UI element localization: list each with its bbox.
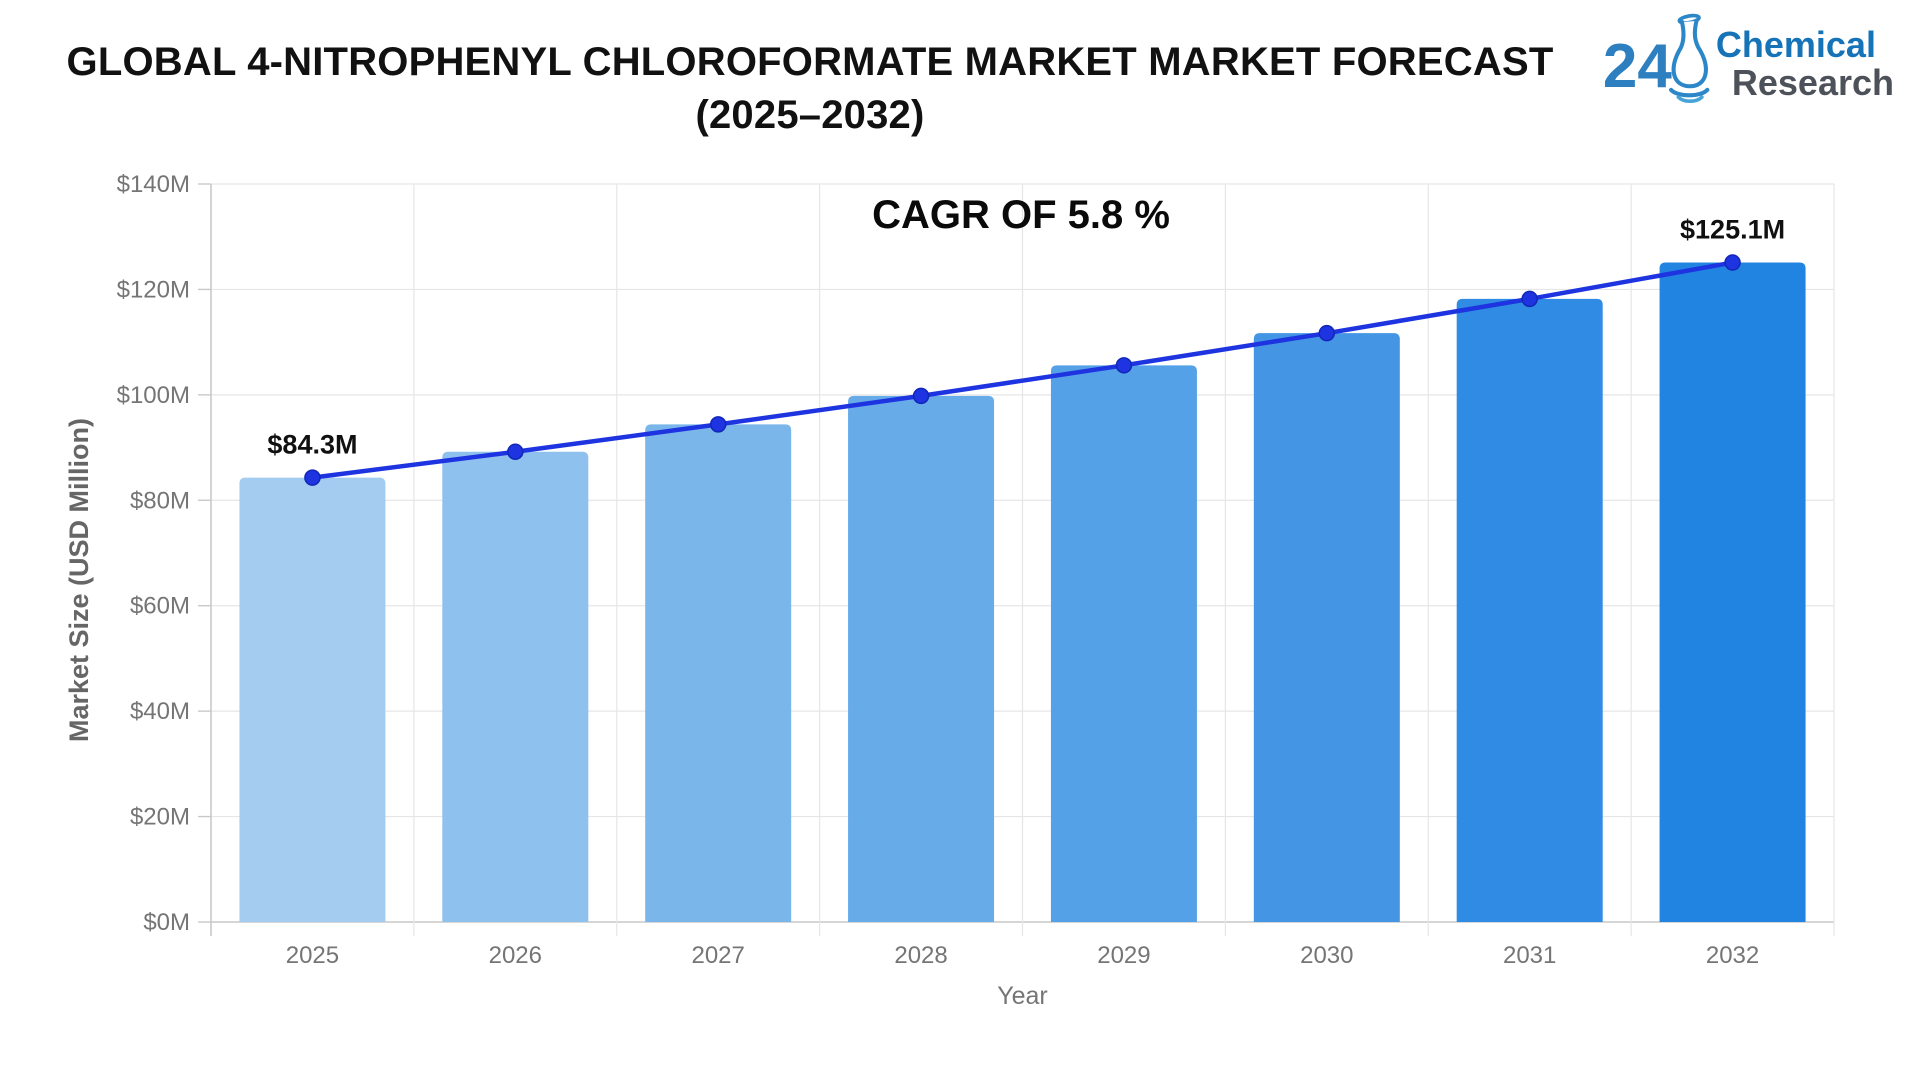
trend-point-2032 [1724,254,1741,271]
xtick-label: 2025 [286,942,339,969]
ytick-label: $100M [117,382,190,409]
trend-point-2026 [507,443,524,461]
trend-point-2027 [709,416,727,433]
trend-point-2028 [912,387,930,405]
logo-chemical-text: Chemical [1715,24,1876,65]
x-axis-title: Year [997,982,1048,1010]
bar-2025 [239,477,386,922]
xtick-label: 2030 [1300,942,1353,969]
bar-2032 [1659,262,1806,922]
flask-icon [1668,13,1710,104]
bar-2030 [1253,333,1400,923]
xtick-label: 2029 [1097,942,1150,969]
ytick-label: $140M [117,171,190,198]
ytick-label: $60M [130,593,190,620]
page-title: GLOBAL 4-NITROPHENYL CHLOROFORMATE MARKE… [66,40,1554,137]
bar-2027 [645,424,792,922]
trend-point-2031 [1521,290,1538,308]
ytick-label: $40M [130,698,190,725]
last-value-label: $125.1M [1680,215,1785,245]
xtick-label: 2032 [1706,942,1759,969]
bar-2028 [848,395,995,922]
bar-2031 [1456,298,1603,923]
logo-text: Chemical Research [1716,26,1894,102]
brand-logo: 24 Chemical Research [1603,10,1894,108]
logo-24-text: 24 [1602,32,1672,101]
bar-2026 [442,451,589,922]
y-axis-title: Market Size (USD Million) [64,418,94,742]
first-value-label: $84.3M [267,430,357,460]
trend-point-2030 [1318,324,1336,342]
logo-research-text: Research [1731,61,1894,103]
xtick-label: 2031 [1503,942,1556,969]
cagr-annotation: CAGR OF 5.8 % [872,193,1170,237]
bar-2029 [1050,365,1197,922]
ytick-label: $0M [143,909,190,936]
ytick-label: $120M [117,276,190,303]
ytick-label: $20M [130,804,190,831]
trend-point-2025 [304,469,321,486]
xtick-label: 2027 [691,942,744,969]
ytick-label: $80M [130,487,190,514]
xtick-label: 2028 [894,942,947,969]
trend-point-2029 [1115,357,1133,374]
trend-line [310,260,1735,480]
xtick-label: 2026 [489,942,542,969]
